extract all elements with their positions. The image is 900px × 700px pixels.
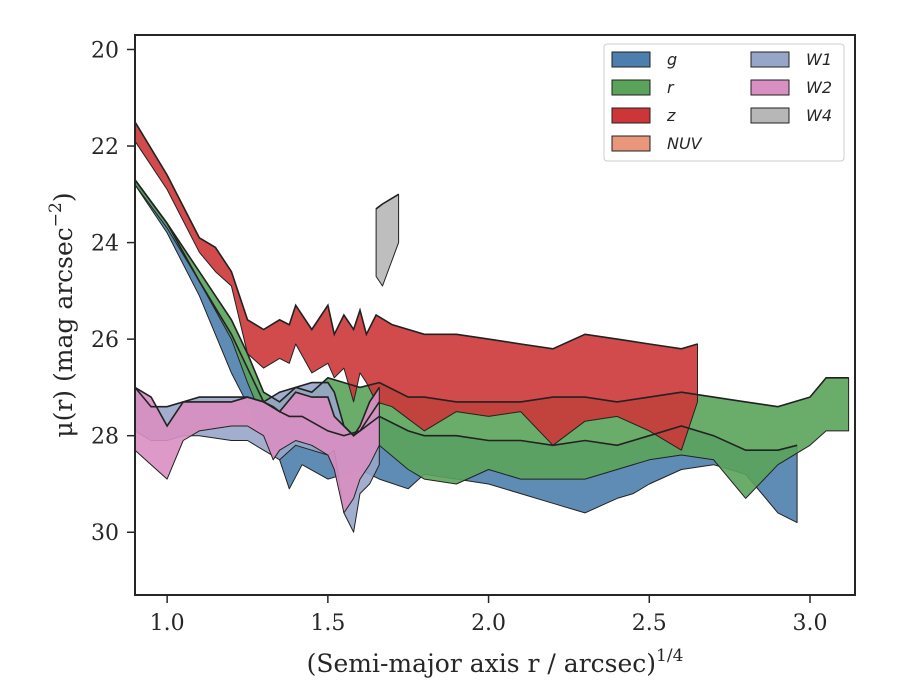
- x-axis-ticks: 1.0 1.5 2.0 2.5 3.0: [150, 595, 828, 636]
- legend-item-g: g: [611, 50, 677, 69]
- legend-label: W1: [806, 50, 832, 69]
- band-W4: [375, 193, 400, 287]
- plot-frame: [134, 34, 856, 596]
- legend-label: NUV: [667, 134, 703, 153]
- x-tick-label: 2.5: [632, 611, 667, 636]
- band-W4-upper-edge: [375, 193, 400, 210]
- legend-swatch: [611, 51, 651, 68]
- legend-label: z: [666, 106, 676, 125]
- y-tick-label: 22: [91, 135, 119, 160]
- legend-label: r: [667, 78, 675, 97]
- band-r-upper-edge: [134, 179, 849, 408]
- legend-items: grz NUV W1 W2 W4: [611, 50, 832, 153]
- legend-swatch: [750, 51, 790, 68]
- legend-label: W4: [806, 106, 832, 125]
- profile-edges: [134, 121, 849, 452]
- legend-item-r: r: [611, 78, 675, 97]
- x-tick-label: 1.0: [150, 611, 185, 636]
- x-axis-label-main: (Semi-major axis r / arcsec): [307, 649, 656, 678]
- legend-label: W2: [806, 78, 832, 97]
- legend-item-W4: W4: [750, 106, 832, 125]
- x-tick-label: 2.0: [471, 611, 506, 636]
- legend-swatch: [611, 79, 651, 96]
- y-tick-label: 26: [91, 328, 119, 353]
- legend: grz NUV W1 W2 W4: [603, 43, 845, 162]
- legend-box: [603, 43, 845, 162]
- legend-item-NUV: NUV: [611, 134, 703, 153]
- profile-bands: [134, 121, 850, 533]
- y-tick-label: 28: [91, 425, 119, 450]
- y-axis-label: μ(r) (mag arcsec−2): [46, 192, 78, 437]
- y-axis-label-exponent: −2: [46, 202, 66, 227]
- x-axis-label: (Semi-major axis r / arcsec)1/4: [307, 646, 684, 678]
- legend-item-W1: W1: [750, 50, 832, 69]
- y-tick-label: 30: [91, 521, 119, 546]
- x-axis-label-exponent: 1/4: [656, 646, 683, 666]
- y-tick-label: 20: [91, 38, 119, 63]
- y-axis-label-close: ): [49, 192, 78, 202]
- y-axis-label-main: μ(r) (mag arcsec: [49, 227, 78, 437]
- legend-swatch: [611, 135, 651, 152]
- legend-swatch: [611, 107, 651, 124]
- legend-swatch: [750, 79, 790, 96]
- legend-item-W2: W2: [750, 78, 832, 97]
- legend-label: g: [667, 50, 677, 69]
- legend-item-z: z: [611, 106, 676, 125]
- y-axis-ticks: 20 22 24 26 28 30: [91, 38, 135, 546]
- band-W2-upper-edge: [134, 386, 380, 437]
- x-tick-label: 1.5: [310, 611, 345, 636]
- x-tick-label: 3.0: [793, 611, 828, 636]
- band-z-upper-edge: [134, 121, 698, 350]
- legend-swatch: [750, 107, 790, 124]
- y-tick-label: 24: [91, 232, 119, 257]
